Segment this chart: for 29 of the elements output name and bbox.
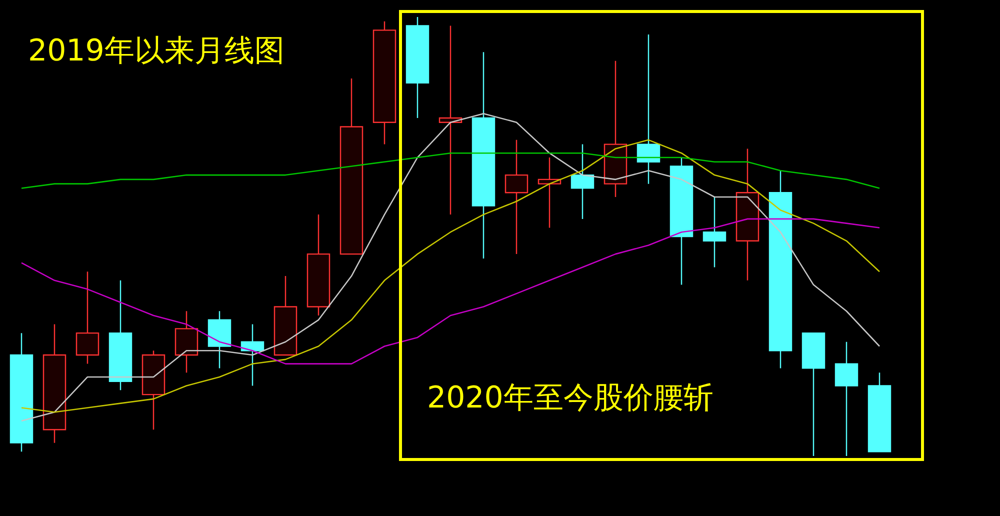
candlestick bbox=[306, 214, 330, 316]
candlestick bbox=[570, 144, 594, 220]
candlestick bbox=[702, 196, 726, 268]
candlestick bbox=[76, 271, 100, 364]
candlestick bbox=[208, 310, 232, 369]
candlestick bbox=[438, 25, 462, 216]
candlestick bbox=[538, 156, 562, 228]
candlestick bbox=[42, 324, 66, 444]
candlestick bbox=[868, 372, 892, 452]
candlestick bbox=[736, 148, 760, 281]
candlestick bbox=[274, 275, 298, 356]
candlestick bbox=[670, 156, 694, 286]
candlestick bbox=[10, 332, 34, 452]
candlestick bbox=[504, 139, 528, 255]
candlestick bbox=[340, 78, 364, 255]
candlestick bbox=[406, 16, 430, 119]
candlestick bbox=[802, 332, 826, 457]
candlestick bbox=[636, 34, 660, 184]
candlestick bbox=[604, 60, 628, 198]
candlestick bbox=[174, 310, 198, 374]
candlestick bbox=[240, 324, 264, 386]
candlestick bbox=[472, 52, 496, 260]
candlestick bbox=[108, 280, 132, 391]
annotation: 2020年至今股价腰斩 bbox=[427, 380, 714, 416]
candlestick bbox=[372, 20, 396, 145]
candlestick bbox=[142, 350, 166, 430]
annotation: 2019年以来月线图 bbox=[28, 34, 284, 68]
candlestick bbox=[834, 341, 858, 457]
candlestick bbox=[768, 170, 792, 369]
